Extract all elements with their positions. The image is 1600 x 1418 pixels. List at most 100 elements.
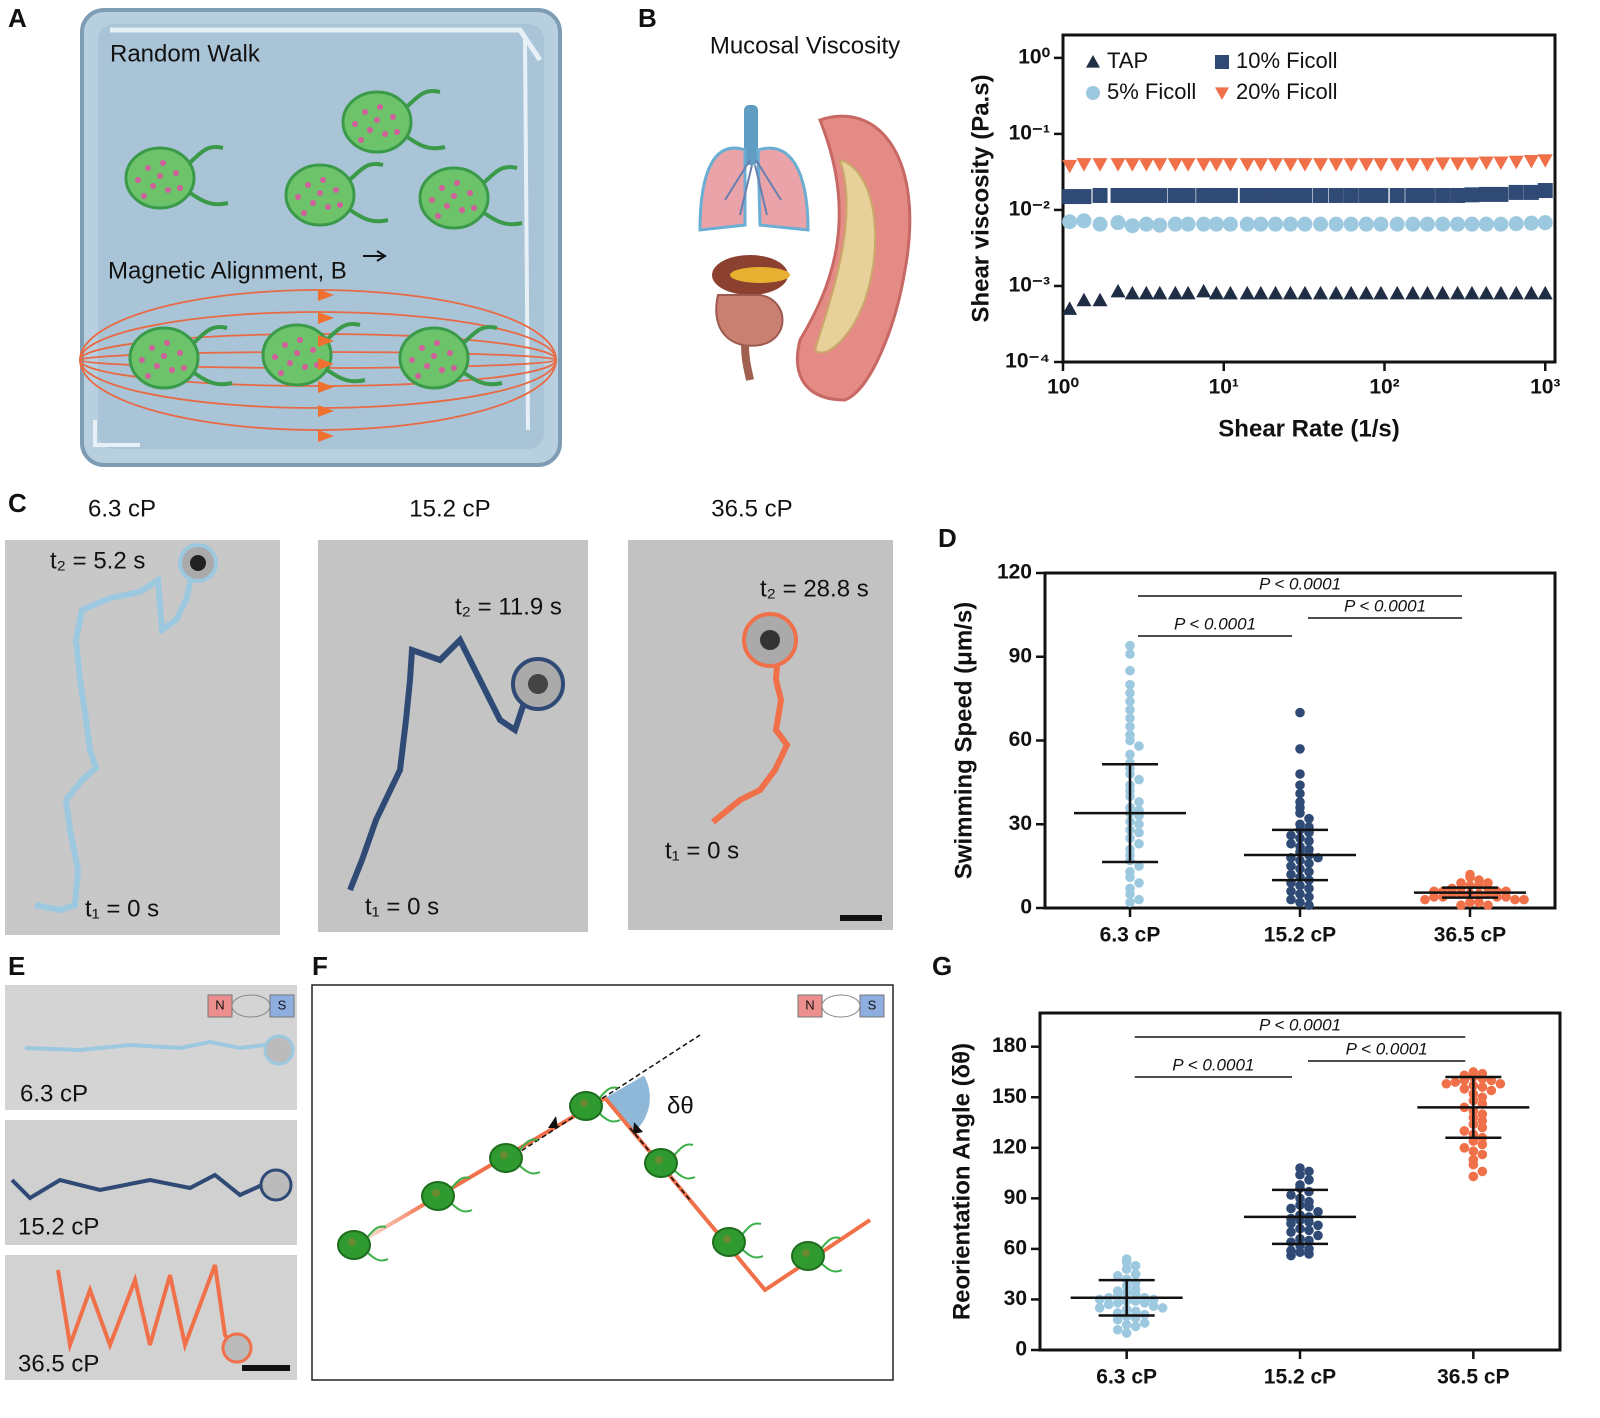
data-point	[1282, 216, 1298, 232]
illustration-title: Mucosal Viscosity	[710, 32, 900, 59]
data-point	[1180, 158, 1196, 172]
data-point	[1130, 1321, 1141, 1332]
data-point	[1477, 1149, 1488, 1160]
data-point	[1124, 187, 1140, 203]
data-point	[1125, 735, 1135, 746]
data-point	[1464, 216, 1480, 232]
data-point	[1474, 897, 1484, 908]
reorientation-diagram	[311, 984, 894, 1381]
data-point	[1112, 1271, 1123, 1281]
data-point	[1468, 1171, 1479, 1182]
data-point	[1358, 285, 1374, 300]
data-point	[1358, 187, 1374, 203]
data-point	[1510, 894, 1520, 905]
data-point	[1152, 158, 1168, 172]
data-point	[1435, 216, 1451, 232]
data-point	[1297, 158, 1313, 172]
data-point	[1304, 813, 1314, 824]
data-point	[1477, 1166, 1488, 1177]
y-tick-label: 90	[1009, 644, 1032, 667]
data-point	[1295, 1169, 1305, 1180]
data-point	[1493, 216, 1509, 232]
data-point	[1286, 1250, 1296, 1261]
data-point	[1130, 1260, 1141, 1271]
data-point	[1092, 187, 1108, 203]
data-point	[1477, 1082, 1488, 1092]
data-point	[1419, 216, 1435, 232]
data-point	[1295, 897, 1305, 908]
time-label: t₁ = 0 s	[85, 895, 159, 922]
data-point	[1441, 1078, 1452, 1089]
data-point	[1405, 216, 1421, 232]
x-tick-label: 36.5 cP	[1434, 924, 1506, 947]
data-point	[1208, 285, 1224, 300]
data-point	[1125, 872, 1135, 883]
data-point	[1062, 189, 1078, 205]
data-point	[1208, 158, 1224, 172]
data-point	[1152, 217, 1168, 233]
data-point	[1464, 157, 1480, 171]
data-point	[1148, 1301, 1159, 1311]
data-point	[1138, 285, 1154, 300]
angle-label: δθ	[667, 1092, 694, 1119]
data-point	[1304, 1249, 1314, 1259]
microscopy-image	[5, 540, 280, 935]
microscopy-image	[5, 1120, 297, 1245]
data-point	[1304, 1217, 1314, 1227]
data-point	[1373, 187, 1389, 203]
y-tick-label: 10⁻⁴	[1005, 350, 1050, 373]
data-point	[1125, 721, 1135, 732]
data-point	[1297, 285, 1313, 300]
data-point	[1328, 187, 1344, 203]
data-point	[1419, 158, 1435, 172]
data-point	[1477, 1109, 1488, 1119]
y-tick-label: 10⁻³	[1009, 274, 1050, 297]
data-point	[1180, 216, 1196, 232]
data-point	[1478, 186, 1494, 202]
data-point	[1268, 216, 1284, 232]
data-point	[1459, 1126, 1470, 1136]
illustration-label: Random Walk	[110, 40, 261, 67]
data-point	[1094, 1303, 1105, 1313]
data-point	[1253, 187, 1269, 203]
data-point	[1239, 187, 1255, 203]
data-point	[1468, 1146, 1479, 1156]
data-point	[1138, 216, 1154, 232]
data-point	[1134, 797, 1144, 807]
data-point	[1304, 900, 1314, 911]
time-label: t₁ = 0 s	[665, 837, 739, 864]
data-point	[1062, 159, 1078, 174]
data-point	[1268, 285, 1284, 300]
panel-label: B	[638, 3, 657, 33]
data-point	[1295, 707, 1305, 718]
data-point	[1493, 186, 1509, 202]
data-point	[1110, 158, 1126, 172]
data-point	[1295, 744, 1305, 754]
data-point	[1130, 1269, 1141, 1279]
data-point	[1125, 679, 1135, 690]
data-point	[1304, 1225, 1314, 1236]
y-tick-label: 30	[1009, 812, 1032, 835]
data-point	[1112, 1314, 1123, 1325]
data-point	[1389, 285, 1405, 300]
data-point	[1286, 869, 1296, 880]
y-tick-label: 0	[1015, 1338, 1027, 1361]
data-point	[1477, 1092, 1488, 1103]
legend-label: TAP	[1107, 48, 1148, 73]
data-point	[1222, 216, 1238, 232]
data-point	[1286, 886, 1296, 897]
data-point	[1094, 1294, 1105, 1305]
data-point	[1297, 187, 1313, 203]
data-point	[1343, 187, 1359, 203]
data-point	[1468, 1159, 1479, 1170]
magnet-pole: S	[868, 997, 877, 1012]
data-point	[1076, 189, 1092, 205]
p-value: P < 0.0001	[1174, 614, 1256, 633]
data-point	[1459, 1143, 1470, 1153]
legend-marker	[1215, 55, 1229, 69]
data-point	[1537, 215, 1553, 231]
data-point	[1389, 187, 1405, 203]
y-tick-label: 120	[992, 1135, 1027, 1158]
data-point	[1268, 158, 1284, 172]
data-point	[1486, 1085, 1497, 1096]
